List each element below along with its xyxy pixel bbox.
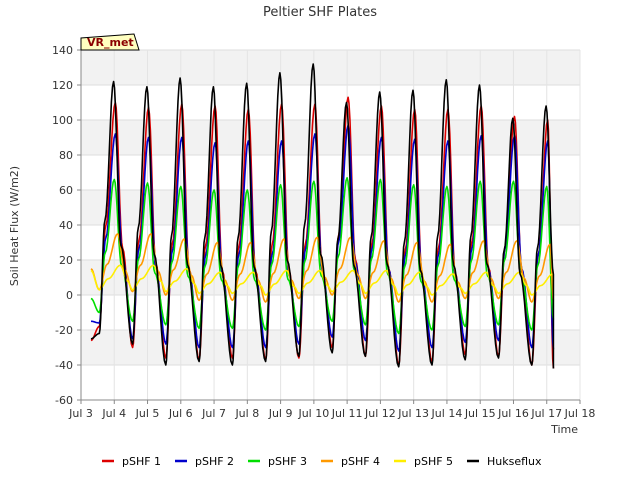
legend: pSHF 1 pSHF 2 pSHF 3 pSHF 4 pSHF 5 Hukseflux [102,455,542,468]
x-tick-label: Jul 14 [431,407,463,420]
x-axis-label: Time [550,423,578,436]
y-tick-label: -60 [55,394,73,407]
y-tick-label: 60 [59,184,73,197]
legend-label: pSHF 2 [195,455,234,468]
y-tick-label: -40 [55,359,73,372]
plot-band [81,50,580,85]
x-tick-label: Jul 11 [331,407,363,420]
y-tick-label: -20 [55,324,73,337]
plot-band [81,190,580,225]
y-tick-label: 120 [52,79,73,92]
y-tick-label: 140 [52,44,73,57]
y-tick-label: 40 [59,219,73,232]
legend-label: pSHF 4 [341,455,380,468]
y-tick-label: 20 [59,254,73,267]
x-tick-label: Jul 6 [168,407,193,420]
x-tick-label: Jul 4 [101,407,126,420]
x-tick-label: Jul 7 [201,407,226,420]
chart-title: Peltier SHF Plates [263,5,377,20]
x-tick-label: Jul 8 [234,407,259,420]
x-tick-label: Jul 3 [68,407,93,420]
legend-label: pSHF 1 [122,455,161,468]
legend-label: pSHF 5 [414,455,453,468]
y-tick-label: 0 [66,289,73,302]
station-badge: VR_met [80,33,140,51]
y-axis-label: Soil Heat Flux (W/m2) [8,166,21,286]
series-line-hukseflux [90,63,555,369]
series-lines [90,63,555,369]
x-tick-label: Jul 18 [564,407,596,420]
x-tick-label: Jul 15 [464,407,496,420]
x-tick-label: Jul 5 [135,407,160,420]
x-tick-label: Jul 17 [530,407,562,420]
legend-label: Hukseflux [487,455,542,468]
y-tick-label: 80 [59,149,73,162]
legend-label: pSHF 3 [268,455,307,468]
x-tick-label: Jul 12 [364,407,396,420]
x-tick-label: Jul 16 [497,407,529,420]
plot-band [81,120,580,155]
x-tick-label: Jul 13 [397,407,429,420]
x-tick-label: Jul 9 [268,407,293,420]
station-badge-label: VR_met [87,36,134,49]
axes: -60 -40 -20 0 20 40 60 80 100 120 140 Jul 3 Jul 4 Jul… [52,44,595,420]
x-tick-label: Jul 10 [297,407,329,420]
y-tick-label: 100 [52,114,73,127]
